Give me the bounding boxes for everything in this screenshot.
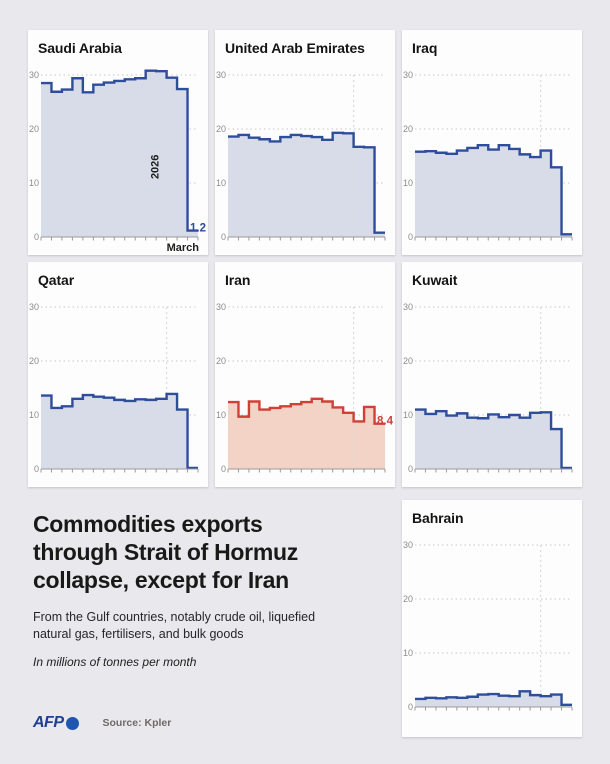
chart-title-qatar: Qatar <box>38 272 75 288</box>
afp-logo-text: AFP <box>33 714 64 731</box>
chart-card-kuwait: Kuwait 0 10 20 30 <box>402 262 582 487</box>
svg-text:20: 20 <box>216 124 226 134</box>
svg-text:10: 10 <box>29 178 39 188</box>
svg-text:0: 0 <box>221 464 226 474</box>
svg-text:0: 0 <box>408 232 413 242</box>
svg-text:30: 30 <box>403 70 413 80</box>
svg-text:30: 30 <box>403 302 413 312</box>
chart-title-kuwait: Kuwait <box>412 272 458 288</box>
chart-title-saudi-arabia: Saudi Arabia <box>38 40 122 56</box>
svg-text:10: 10 <box>403 178 413 188</box>
svg-text:30: 30 <box>29 70 39 80</box>
svg-text:20: 20 <box>403 356 413 366</box>
source-credit: Source: Kpler <box>102 717 172 729</box>
chart-title-united-arab-emirates: United Arab Emirates <box>225 40 365 56</box>
svg-text:8.4: 8.4 <box>377 416 394 428</box>
svg-text:10: 10 <box>216 178 226 188</box>
svg-text:0: 0 <box>408 702 413 712</box>
unit-note: In millions of tonnes per month <box>33 654 197 669</box>
svg-text:30: 30 <box>403 540 413 550</box>
svg-text:0: 0 <box>34 232 39 242</box>
svg-text:30: 30 <box>29 302 39 312</box>
chart-card-iraq: Iraq 0 10 20 30 <box>402 30 582 255</box>
svg-text:30: 30 <box>216 302 226 312</box>
afp-logo: AFP <box>33 714 79 732</box>
chart-card-saudi-arabia: Saudi Arabia 0 10 20 30 2026 1.2 March <box>28 30 208 255</box>
svg-text:1.2: 1.2 <box>190 223 206 235</box>
chart-title-iran: Iran <box>225 272 251 288</box>
svg-text:20: 20 <box>29 124 39 134</box>
step-chart-bahrain: 0 10 20 30 <box>402 534 582 724</box>
headline-block: Commodities exports through Strait of Ho… <box>33 510 383 669</box>
chart-card-iran: Iran 0 10 20 30 8.4 <box>215 262 395 487</box>
step-chart-united-arab-emirates: 0 10 20 30 <box>215 64 395 254</box>
svg-text:10: 10 <box>403 410 413 420</box>
svg-text:20: 20 <box>29 356 39 366</box>
main-title: Commodities exports through Strait of Ho… <box>33 511 298 594</box>
chart-title-iraq: Iraq <box>412 40 438 56</box>
step-chart-iraq: 0 10 20 30 <box>402 64 582 254</box>
svg-text:20: 20 <box>403 124 413 134</box>
chart-card-bahrain: Bahrain 0 10 20 30 <box>402 500 582 737</box>
svg-text:20: 20 <box>403 594 413 604</box>
svg-text:0: 0 <box>34 464 39 474</box>
svg-text:20: 20 <box>216 356 226 366</box>
chart-card-qatar: Qatar 0 10 20 30 <box>28 262 208 487</box>
step-chart-qatar: 0 10 20 30 <box>28 296 208 486</box>
step-chart-kuwait: 0 10 20 30 <box>402 296 582 486</box>
svg-text:10: 10 <box>403 648 413 658</box>
svg-text:0: 0 <box>408 464 413 474</box>
step-chart-saudi-arabia: 0 10 20 30 2026 1.2 March <box>28 64 208 254</box>
subtitle: From the Gulf countries, notably crude o… <box>33 610 316 642</box>
step-chart-iran: 0 10 20 30 8.4 <box>215 296 395 486</box>
svg-text:March: March <box>167 242 200 254</box>
chart-card-united-arab-emirates: United Arab Emirates 0 10 20 30 <box>215 30 395 255</box>
svg-text:10: 10 <box>216 410 226 420</box>
chart-title-bahrain: Bahrain <box>412 510 464 526</box>
afp-globe-icon <box>65 716 79 730</box>
svg-text:2026: 2026 <box>150 155 162 179</box>
footer: AFP Source: Kpler <box>33 714 171 732</box>
svg-text:10: 10 <box>29 410 39 420</box>
svg-text:30: 30 <box>216 70 226 80</box>
svg-text:0: 0 <box>221 232 226 242</box>
